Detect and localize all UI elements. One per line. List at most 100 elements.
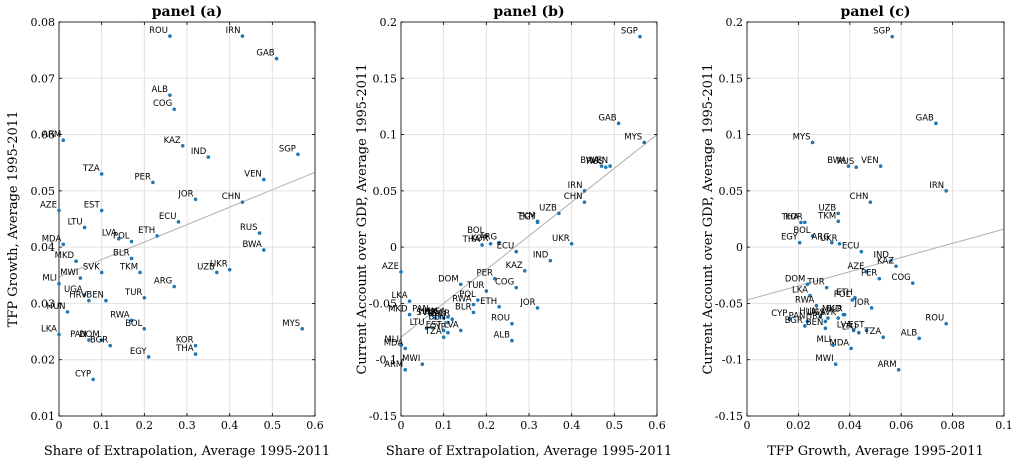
data-point: [108, 343, 112, 348]
data-point: [168, 93, 172, 97]
y-tick-label: 0.1: [380, 129, 398, 142]
x-tick-label: 0.1: [93, 419, 111, 432]
y-tick-label: 0.05: [719, 185, 744, 198]
y-tick-label: -0.05: [715, 297, 743, 310]
data-point: [818, 315, 823, 319]
data-point: [599, 164, 604, 168]
x-tick-label: 0.2: [136, 419, 154, 432]
data-point: [155, 234, 159, 238]
point-label: UKR: [210, 260, 228, 270]
data-point: [433, 316, 437, 320]
point-label: MKD: [822, 305, 842, 315]
x-tick-label: 0.2: [478, 419, 496, 432]
data-point: [484, 289, 489, 293]
fit-line: [58, 171, 316, 278]
data-point: [642, 140, 646, 145]
point-label: PER: [134, 172, 150, 182]
y-tick-label: 0.03: [31, 297, 56, 310]
point-label: HRV: [424, 308, 442, 318]
data-point: [497, 240, 501, 245]
point-label: SVK: [819, 308, 836, 318]
data-point: [82, 225, 87, 230]
x-tick-label: 0.06: [889, 419, 914, 432]
y-tick-label: 0.08: [31, 16, 56, 29]
point-label: GAB: [598, 113, 616, 123]
point-label: ALB: [152, 85, 169, 95]
data-point: [569, 241, 574, 246]
point-label: MDA: [830, 338, 850, 348]
x-tick-label: 0.1: [995, 419, 1013, 432]
data-point: [437, 315, 442, 319]
point-label: UZB: [197, 262, 215, 272]
point-label: ECU: [159, 212, 177, 222]
data-point: [91, 377, 95, 382]
data-point: [142, 326, 147, 331]
point-label: COG: [495, 278, 514, 288]
data-point: [446, 315, 450, 319]
point-label: UGA: [807, 308, 826, 318]
data-point: [493, 276, 497, 281]
data-point: [129, 256, 134, 261]
x-tick-label: 0.5: [264, 419, 282, 432]
data-point: [458, 282, 463, 287]
point-label: BGR: [432, 309, 450, 319]
data-point: [856, 330, 861, 335]
y-tick-label: 0.05: [31, 185, 56, 198]
fit-line: [746, 228, 1005, 301]
point-label: BWA: [243, 240, 262, 250]
point-label: VEN: [591, 156, 609, 166]
point-label: BEN: [86, 291, 104, 301]
y-tick-label: -0.05: [369, 297, 397, 310]
point-label: MYS: [624, 132, 642, 142]
data-point: [206, 155, 211, 159]
data-point: [582, 189, 587, 193]
point-label: BEN: [428, 313, 446, 323]
point-label: ARM: [384, 360, 403, 370]
data-point: [104, 298, 108, 303]
data-point: [424, 326, 429, 330]
point-label: SGP: [621, 27, 638, 37]
point-label: ALB: [901, 328, 918, 338]
panel-1: 0 0.1 0.2 0.3 0.4 0.5 0.6 0.01 0.02 0.03 0.04 0.05 0…: [6, 4, 330, 459]
data-point: [836, 219, 841, 224]
data-point: [616, 121, 621, 126]
data-point: [826, 316, 830, 320]
point-label: ROU: [149, 26, 168, 36]
y-tick-label: 0.01: [31, 410, 56, 423]
point-label: EGY: [130, 347, 148, 357]
data-point: [608, 164, 612, 168]
data-point: [193, 343, 198, 348]
point-label: BOL: [125, 319, 142, 329]
point-label: UGA: [427, 307, 446, 317]
y-tick-label: -0.1: [376, 354, 397, 367]
point-label: ETH: [138, 226, 155, 236]
data-point: [151, 180, 155, 185]
data-point: [262, 248, 266, 252]
data-point: [99, 338, 104, 342]
data-point: [99, 208, 104, 213]
point-label: EST: [84, 201, 101, 211]
point-label: JOR: [177, 189, 193, 199]
data-point: [172, 107, 176, 112]
x-tick-label: 0.5: [606, 419, 624, 432]
data-point: [138, 270, 142, 275]
data-point: [129, 239, 134, 244]
point-label: MKD: [388, 305, 408, 315]
data-point: [82, 293, 87, 297]
data-point: [894, 264, 898, 269]
point-label: AZE: [847, 262, 864, 272]
fit-line: [400, 134, 658, 338]
point-label: TUR: [466, 281, 484, 291]
data-point: [842, 312, 847, 317]
point-label: TUR: [806, 278, 824, 288]
data-point: [87, 298, 91, 303]
point-label: EST: [426, 320, 443, 330]
point-label: PER: [861, 269, 877, 279]
data-point: [193, 352, 198, 356]
point-label: LKA: [792, 286, 808, 296]
point-label: RWA: [110, 310, 130, 320]
point-label: SGP: [873, 27, 890, 37]
data-point: [74, 259, 78, 264]
y-tick-label: 0.06: [31, 129, 56, 142]
point-label: IND: [191, 147, 207, 157]
